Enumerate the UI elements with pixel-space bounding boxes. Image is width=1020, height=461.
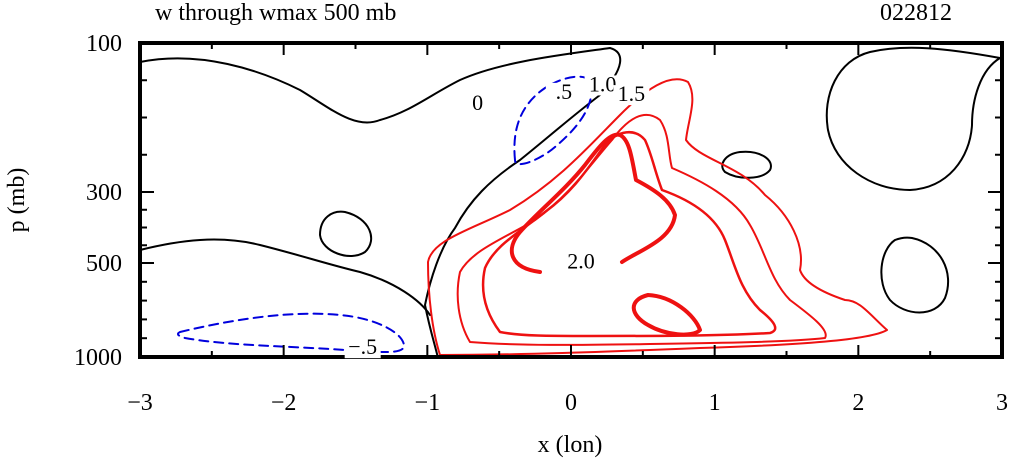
contour-label: 1.5 [618, 81, 646, 106]
y-tick-label: 300 [86, 180, 122, 206]
positive-contour-2p0-lower [631, 293, 702, 337]
minor-ticks [140, 79, 1002, 340]
contour-label: 0 [472, 90, 483, 115]
contours [139, 46, 1001, 359]
y-axis: 100 300 500 1000 [74, 31, 1002, 371]
x-tick-label: 1 [709, 390, 721, 416]
zero-contour-lobe-right-top [825, 46, 1001, 191]
contour-label-bg [613, 85, 650, 106]
x-tick-label: −3 [127, 390, 153, 416]
y-tick-label: 100 [86, 31, 122, 57]
zero-contours [139, 46, 1001, 359]
y-axis-label: p (mb) [4, 168, 30, 233]
x-axis-label: x (lon) [538, 432, 603, 458]
contour-label: −.5 [348, 334, 377, 359]
zero-contour-lobe-left [319, 210, 373, 257]
contour-label-bg [344, 338, 381, 359]
x-tick-label: −1 [415, 390, 441, 416]
contour-label-bg [459, 94, 496, 115]
x-axis: −3 −2 −1 0 1 2 3 [127, 43, 1008, 416]
y-tick-label: 500 [86, 251, 122, 277]
contour-label-bg [563, 252, 600, 273]
negative-contour-lower [176, 312, 405, 354]
zero-contour-lobe-center [721, 150, 772, 179]
contour-label: 2.0 [567, 249, 595, 274]
x-tick-label: 0 [565, 390, 577, 416]
x-tick-label: 2 [852, 390, 864, 416]
positive-contour-1p0 [456, 113, 827, 346]
y-tick-label: 1000 [74, 345, 122, 371]
zero-contour-main [139, 47, 622, 359]
contour-label-bg [584, 75, 621, 96]
case-id: 022812 [880, 0, 952, 26]
zero-contour-lobe-right-bottom [880, 236, 950, 314]
contour-label: 1.0 [589, 71, 617, 96]
positive-contours [427, 78, 888, 356]
x-tick-label: −2 [271, 390, 297, 416]
positive-contour-2p0 [509, 132, 677, 274]
x-tick-label: 3 [996, 390, 1008, 416]
positive-contour-0p5 [427, 78, 888, 356]
contour-labels: 0 .5 1.0 1.5 2.0 −.5 [344, 71, 650, 359]
contour-label: .5 [556, 79, 573, 104]
chart-title: w through wmax 500 mb [155, 0, 396, 26]
contour-label-bg [545, 82, 582, 103]
zero-contour-mid [139, 238, 431, 316]
